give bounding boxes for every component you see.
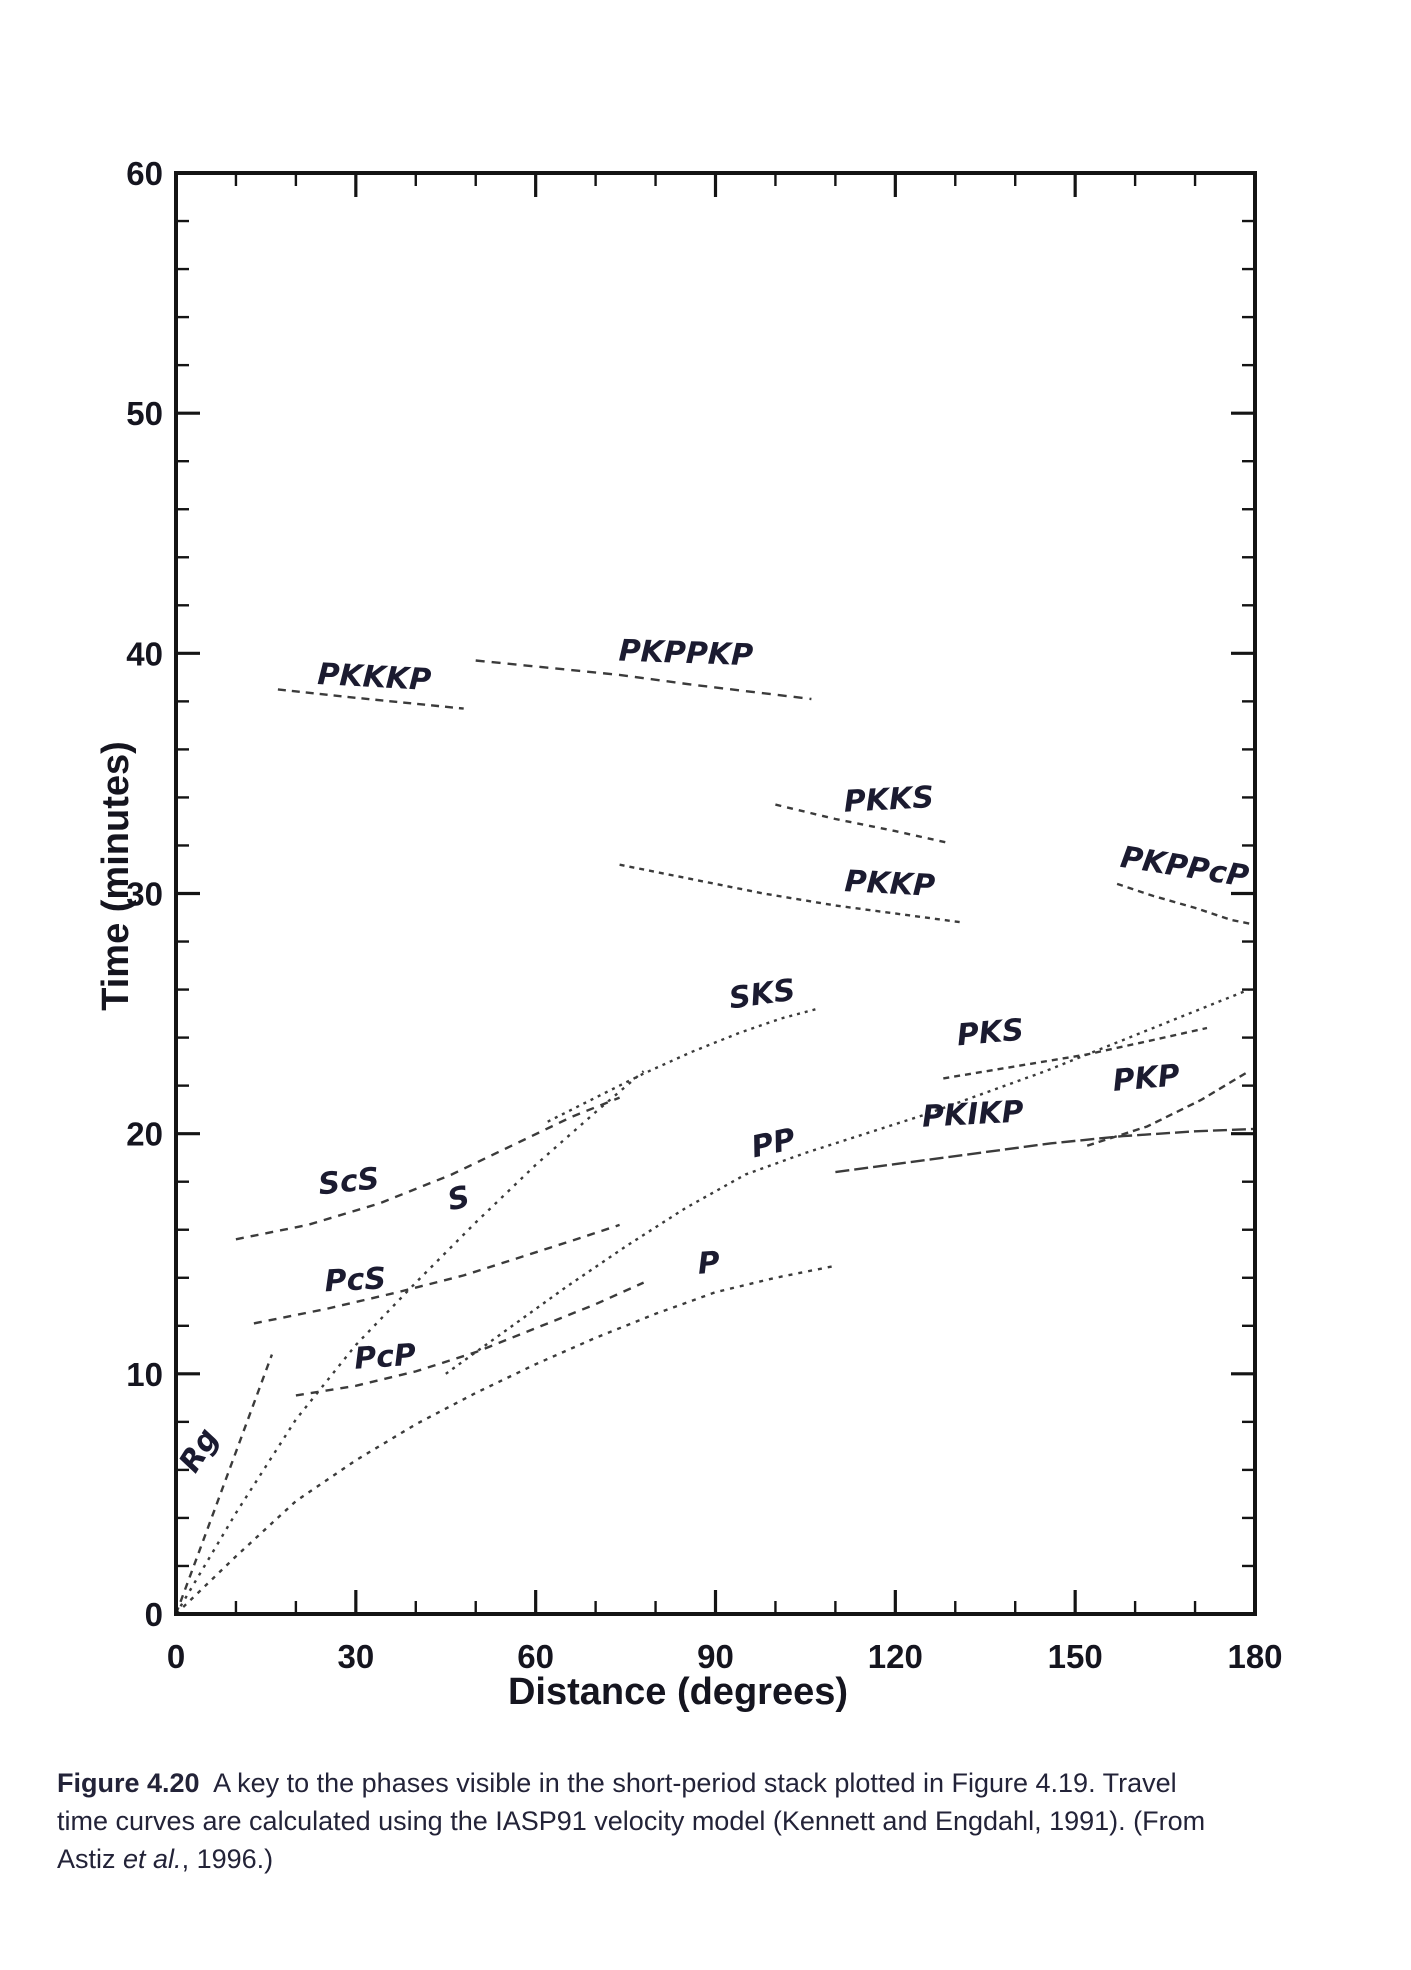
y-tick-label-20: 20 bbox=[126, 1116, 163, 1153]
curve-SKS bbox=[547, 1007, 818, 1123]
phase-label-PKKS: PKKS bbox=[843, 780, 935, 820]
y-tick-label-40: 40 bbox=[126, 635, 163, 672]
phase-label-SKS: SKS bbox=[727, 973, 798, 1017]
phase-label-ScS: ScS bbox=[317, 1161, 381, 1202]
phase-label-S: S bbox=[445, 1179, 473, 1218]
curve-PKS bbox=[943, 1026, 1208, 1080]
curve-PKKKP bbox=[277, 688, 464, 710]
curve-PKPPKP bbox=[475, 659, 812, 701]
curve-S bbox=[174, 1070, 645, 1615]
x-tick-label-180: 180 bbox=[1227, 1638, 1282, 1675]
phase-label-PKS: PKS bbox=[956, 1013, 1026, 1054]
x-tick-label-150: 150 bbox=[1048, 1638, 1103, 1675]
plot-border bbox=[174, 171, 1257, 1616]
curve-PKKP bbox=[619, 863, 962, 924]
x-tick-label-120: 120 bbox=[868, 1638, 923, 1675]
curve-PcS bbox=[253, 1223, 620, 1325]
phase-labels-layer: RgPPcPPcSSScSPPSKSPKIKPPKPPKSPKKPPKKSPKK… bbox=[172, 634, 1251, 1479]
x-tick-label-30: 30 bbox=[337, 1638, 374, 1675]
phase-label-PKIKP: PKIKP bbox=[921, 1094, 1024, 1134]
x-tick-label-0: 0 bbox=[167, 1638, 185, 1675]
phase-label-PKKKP: PKKKP bbox=[317, 657, 432, 698]
y-axis-title: Time (minutes) bbox=[95, 741, 137, 1011]
phase-label-PcP: PcP bbox=[353, 1338, 417, 1377]
phase-label-PKPPcP: PKPPcP bbox=[1118, 840, 1251, 895]
caption-text-3a: Astiz bbox=[57, 1844, 124, 1874]
curve-PKIKP bbox=[835, 1127, 1256, 1174]
curve-PcP bbox=[295, 1281, 645, 1397]
caption-text-3c: , 1996.) bbox=[181, 1844, 274, 1874]
y-tick-label-0: 0 bbox=[145, 1596, 163, 1633]
y-tick-label-50: 50 bbox=[126, 395, 163, 432]
x-axis-title: Distance (degrees) bbox=[508, 1671, 848, 1713]
phase-label-PKPPKP: PKPPKP bbox=[618, 634, 754, 674]
y-tick-label-60: 60 bbox=[126, 155, 163, 192]
curve-PKPPcP bbox=[1116, 882, 1256, 926]
curve-ScS bbox=[235, 1096, 621, 1241]
ticks-layer bbox=[174, 171, 1257, 1616]
caption-line-2: time curves are calculated using the IAS… bbox=[57, 1806, 1206, 1836]
curve-Rg bbox=[174, 1354, 274, 1615]
y-tick-label-30: 30 bbox=[126, 876, 163, 913]
caption-text-1: A key to the phases visible in the short… bbox=[199, 1768, 1177, 1798]
phase-label-PKP: PKP bbox=[1111, 1058, 1181, 1099]
phase-label-P: P bbox=[697, 1245, 721, 1281]
curves-layer bbox=[174, 659, 1256, 1615]
figure-number: Figure 4.20 bbox=[57, 1768, 200, 1798]
caption-line-3: Astiz et al., 1996.) bbox=[57, 1840, 1205, 1878]
curve-PKP bbox=[1086, 1070, 1250, 1147]
caption-line-1: Figure 4.20 A key to the phases visible … bbox=[57, 1764, 1205, 1802]
x-tick-label-60: 60 bbox=[517, 1638, 554, 1675]
figure-caption: Figure 4.20 A key to the phases visible … bbox=[57, 1764, 1205, 1878]
tick-labels-layer: 0 30 60 90 120 150 180 0 10 20 30 40 50 60 bbox=[126, 155, 1282, 1675]
x-tick-label-90: 90 bbox=[697, 1638, 734, 1675]
phase-label-PKKP: PKKP bbox=[844, 864, 936, 904]
caption-text-3b: et al. bbox=[123, 1844, 182, 1874]
curve-PP bbox=[445, 988, 1250, 1375]
curve-P bbox=[175, 1264, 836, 1615]
phase-label-PcS: PcS bbox=[324, 1261, 387, 1299]
y-tick-label-10: 10 bbox=[126, 1356, 163, 1393]
